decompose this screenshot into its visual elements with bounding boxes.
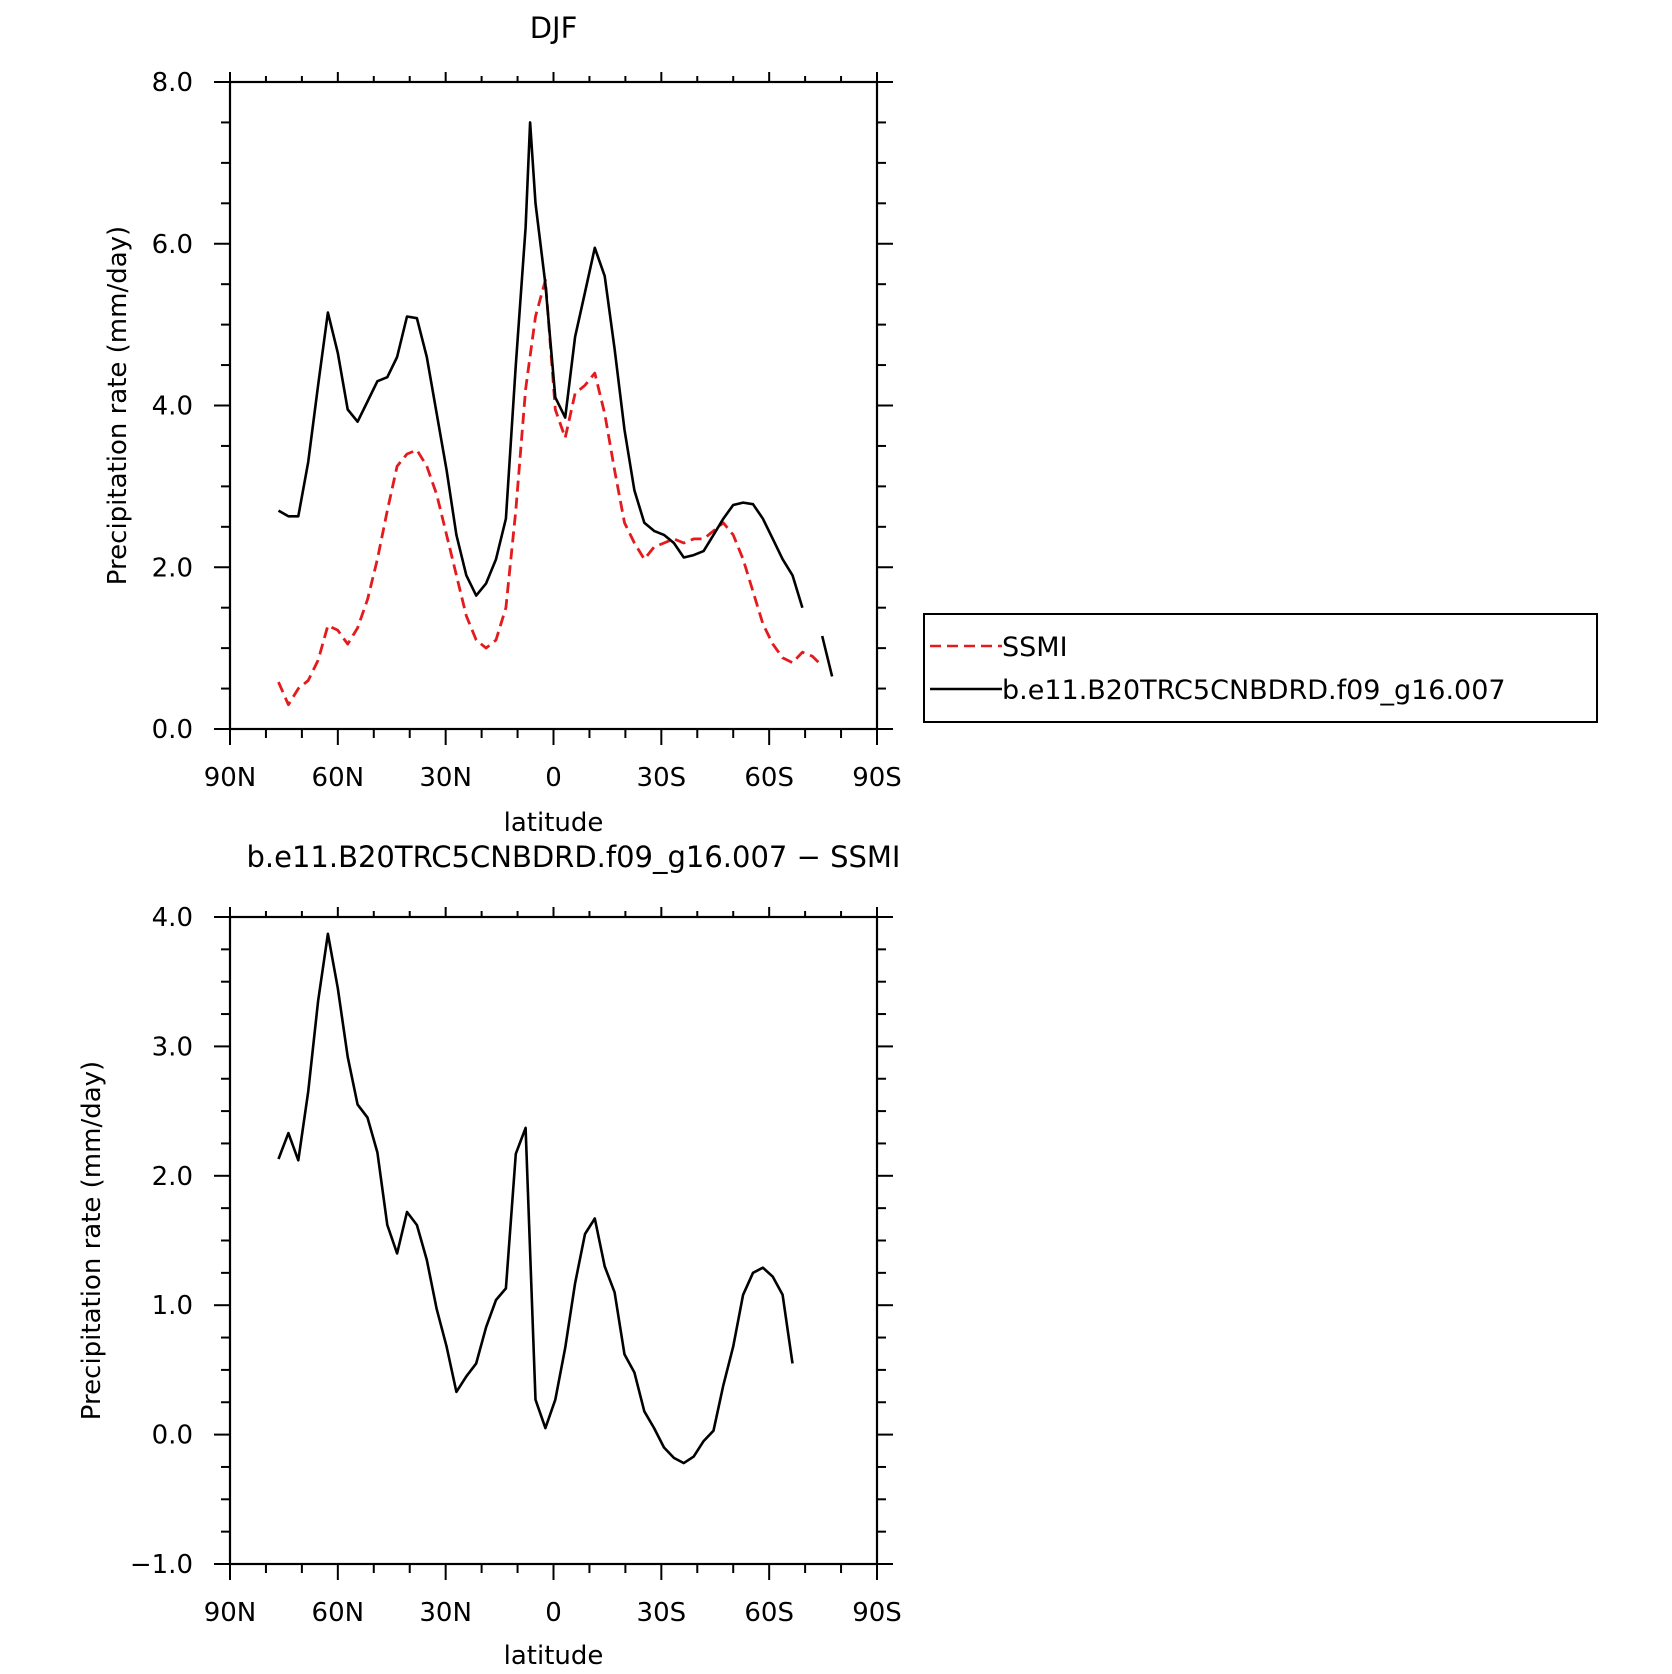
x-axis-label: latitude xyxy=(504,808,604,838)
y-tick-label: 0.0 xyxy=(152,1421,193,1451)
y-tick-label: 4.0 xyxy=(152,392,193,422)
x-tick-label: 60S xyxy=(744,763,794,793)
plot-frame xyxy=(228,915,879,1566)
x-tick-label: 30N xyxy=(419,1598,472,1628)
legend-label-model: b.e11.B20TRC5CNBDRD.f09_g16.007 xyxy=(1002,675,1506,706)
y-tick-label: −1.0 xyxy=(130,1550,193,1580)
x-tick-label: 60N xyxy=(312,763,365,793)
chart-title: DJF xyxy=(530,11,578,45)
chart-title: b.e11.B20TRC5CNBDRD.f09_g16.007 − SSMI xyxy=(247,840,901,874)
chart-1: DJF 90N 60N 30N 0 30S 60S 90S 0.0 2.0 4.0 6.0 8.0 lat… xyxy=(103,11,1598,838)
x-tick-label: 90N xyxy=(204,1598,257,1628)
legend-box xyxy=(923,613,1598,723)
legend: SSMI b.e11.B20TRC5CNBDRD.f09_g16.007 xyxy=(923,613,1598,723)
x-tick-label: 60S xyxy=(744,1598,794,1628)
y-tick-label: 2.0 xyxy=(152,1162,193,1192)
series-line-model xyxy=(820,635,834,677)
y-tick-label: 2.0 xyxy=(152,553,193,583)
y-tick-label: 0.0 xyxy=(152,715,193,745)
x-tick-label: 90N xyxy=(204,763,257,793)
series-line-model xyxy=(277,121,804,609)
y-axis-label: Precipitation rate (mm/day) xyxy=(77,1061,107,1420)
chart-2: b.e11.B20TRC5CNBDRD.f09_g16.007 − SSMI 90… xyxy=(77,840,902,1671)
y-tick-label: 6.0 xyxy=(152,230,193,260)
y-tick-label: 1.0 xyxy=(152,1291,193,1321)
y-tick-label: 8.0 xyxy=(152,68,193,98)
x-tick-label: 0 xyxy=(545,763,562,793)
y-tick-label: 4.0 xyxy=(152,903,193,933)
y-axis-label: Precipitation rate (mm/day) xyxy=(103,226,133,585)
legend-label-ssmi: SSMI xyxy=(1002,632,1068,663)
series-line-difference xyxy=(277,932,794,1465)
y-tick-label: 3.0 xyxy=(152,1032,193,1062)
x-tick-label: 30S xyxy=(637,763,687,793)
x-tick-label: 30N xyxy=(419,763,472,793)
x-tick-label: 90S xyxy=(852,763,902,793)
x-axis-label: latitude xyxy=(504,1641,604,1669)
x-tick-label: 90S xyxy=(852,1598,902,1628)
x-tick-label: 60N xyxy=(312,1598,365,1628)
x-tick-label: 30S xyxy=(637,1598,687,1628)
x-tick-label: 0 xyxy=(545,1598,562,1628)
